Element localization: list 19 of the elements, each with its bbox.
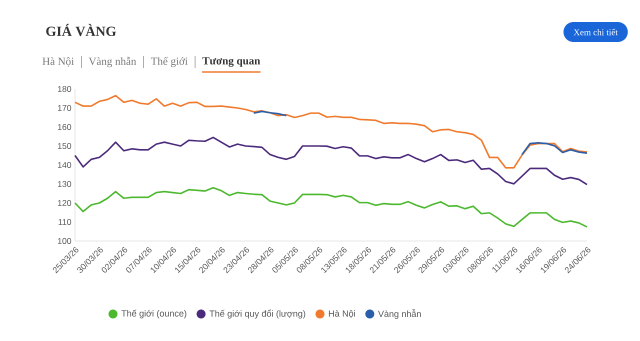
y-tick-label: 160 [58,124,72,130]
legend-label: Thế giới (ounce) [121,310,186,318]
y-tick-label: 130 [58,181,72,187]
y-tick-label: 120 [58,200,72,206]
chart-title: GIÁ VÀNG [46,24,116,36]
text: Tương quan [202,57,260,67]
y-tick-label: 140 [58,162,72,168]
y-tick-label: 100 [58,238,72,244]
text: Vàng nhẫn [88,56,136,68]
legend-label: Thế giới quy đổi (lượng) [209,309,306,319]
y-tick-label: 180 [58,86,72,92]
y-tick-label: 170 [58,105,72,111]
legend-label: Vàng nhẫn [378,309,421,319]
text: Hà Nội [42,57,74,67]
y-tick-label: 150 [58,143,72,149]
text: Thế giới [150,56,188,68]
text: Xem chi tiết [574,28,618,36]
y-tick-label: 110 [58,219,72,225]
legend-label: Hà Nội [328,310,355,318]
